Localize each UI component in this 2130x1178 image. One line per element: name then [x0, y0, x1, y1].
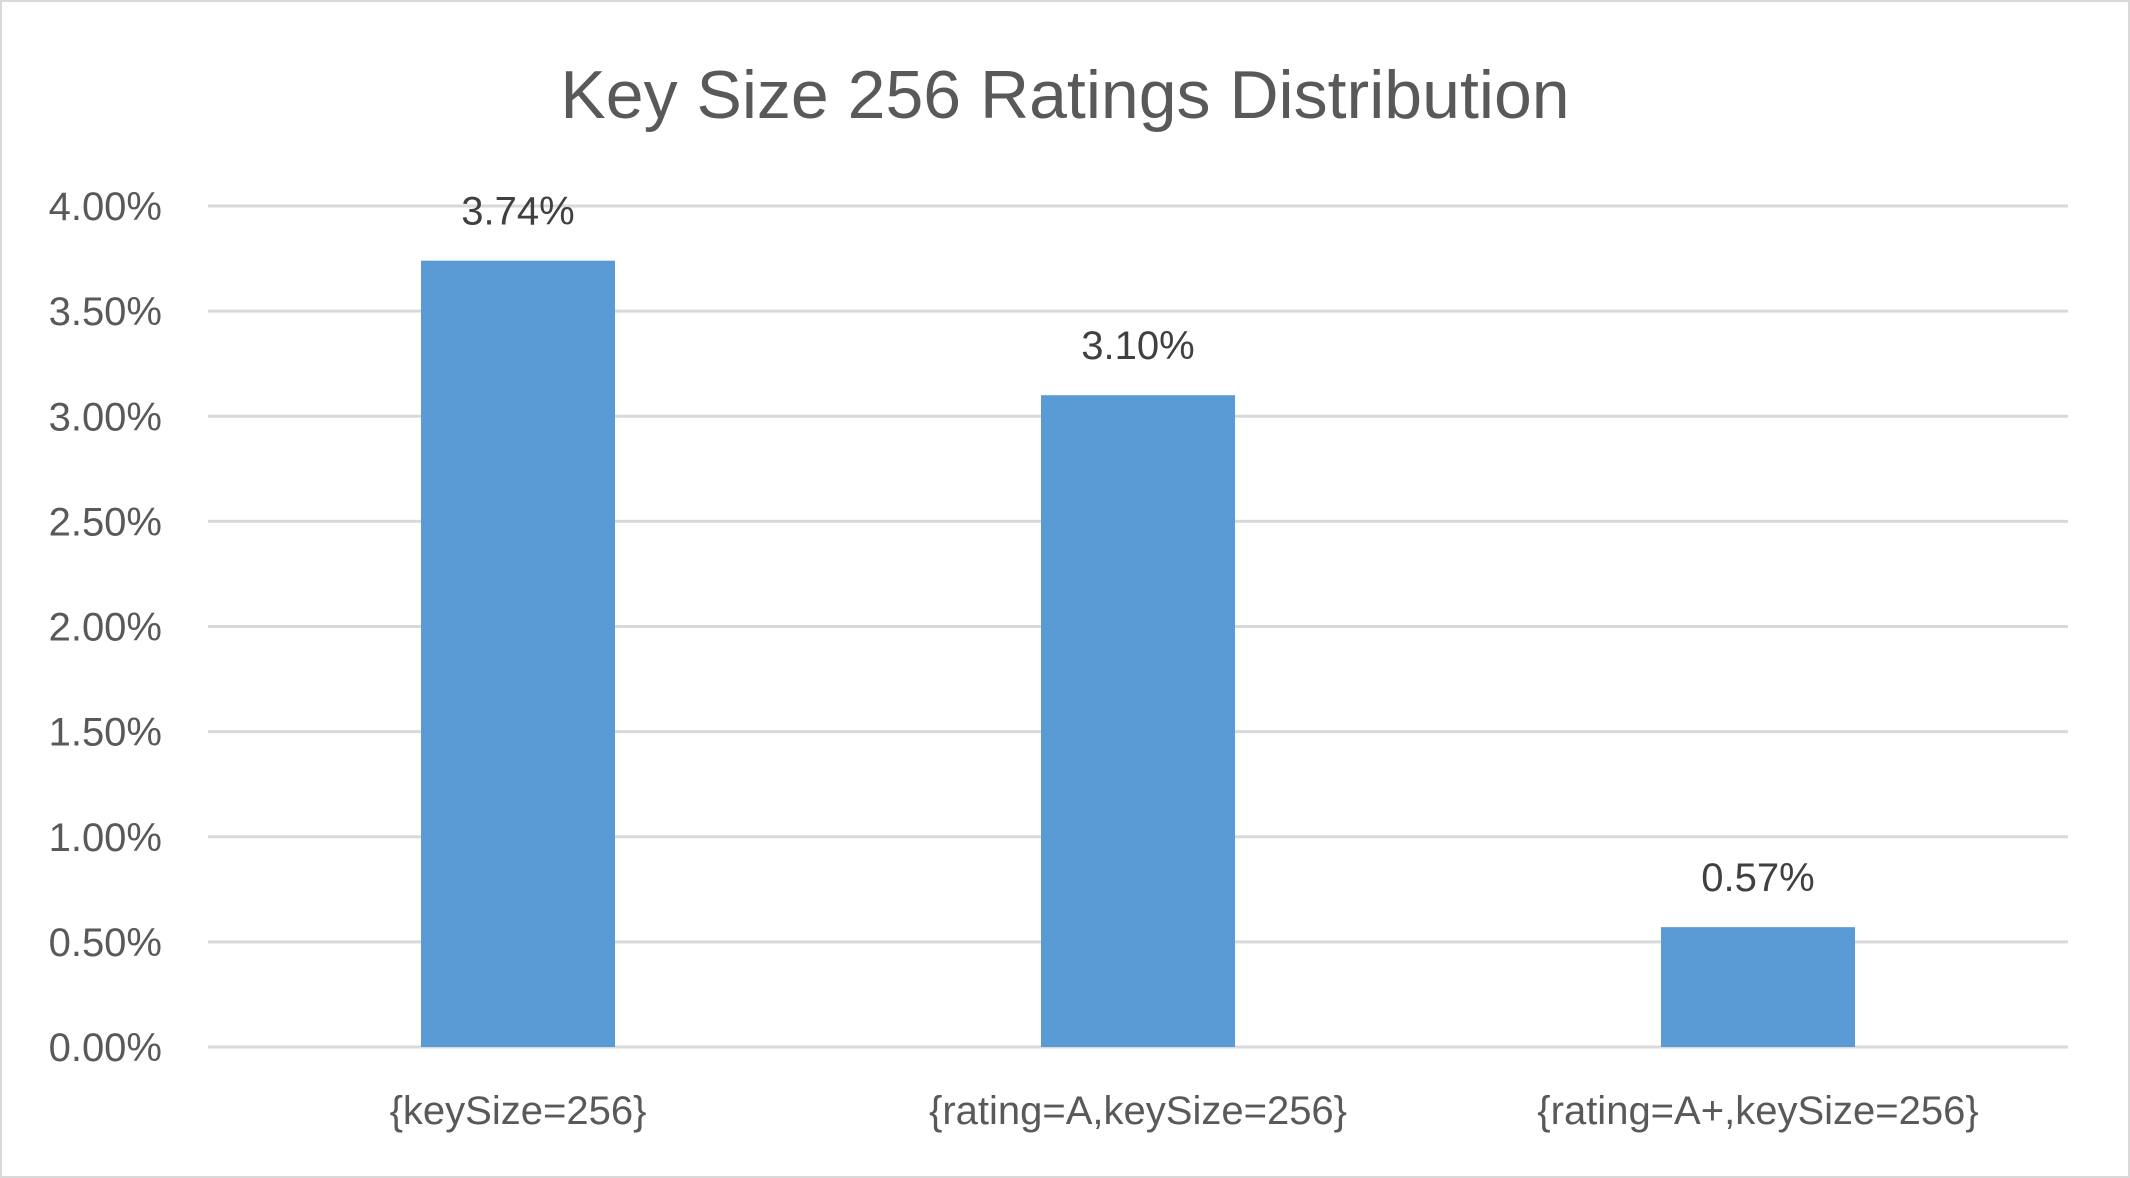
category-label: {keySize=256}: [390, 1089, 647, 1133]
category-labels: {keySize=256} {rating=A,keySize=256} {rati…: [390, 1089, 1979, 1133]
y-tick-label: 1.50%: [49, 711, 162, 755]
y-tick-label: 4.00%: [49, 185, 162, 229]
bar: [1041, 395, 1235, 1048]
data-label: 0.57%: [1701, 856, 1814, 900]
y-tick-label: 0.50%: [49, 921, 162, 965]
bars: [421, 260, 1855, 1048]
y-tick-label: 2.00%: [49, 606, 162, 650]
y-axis-tick-labels: 0.00% 0.50% 1.00% 1.50% 2.00% 2.50% 3.00% 3.50%…: [49, 185, 162, 1070]
y-tick-label: 0.00%: [49, 1026, 162, 1070]
data-labels: 3.74% 3.10% 0.57%: [461, 190, 1814, 900]
y-tick-label: 3.50%: [49, 290, 162, 334]
category-label: {rating=A,keySize=256}: [929, 1089, 1347, 1133]
chart-title: Key Size 256 Ratings Distribution: [560, 57, 1569, 133]
bar: [1661, 927, 1855, 1047]
y-tick-label: 1.00%: [49, 816, 162, 860]
bar: [421, 260, 615, 1047]
y-tick-label: 2.50%: [49, 500, 162, 544]
data-label: 3.10%: [1081, 324, 1194, 368]
y-tick-label: 3.00%: [49, 395, 162, 439]
data-label: 3.74%: [461, 190, 574, 234]
category-label: {rating=A+,keySize=256}: [1537, 1089, 1978, 1133]
